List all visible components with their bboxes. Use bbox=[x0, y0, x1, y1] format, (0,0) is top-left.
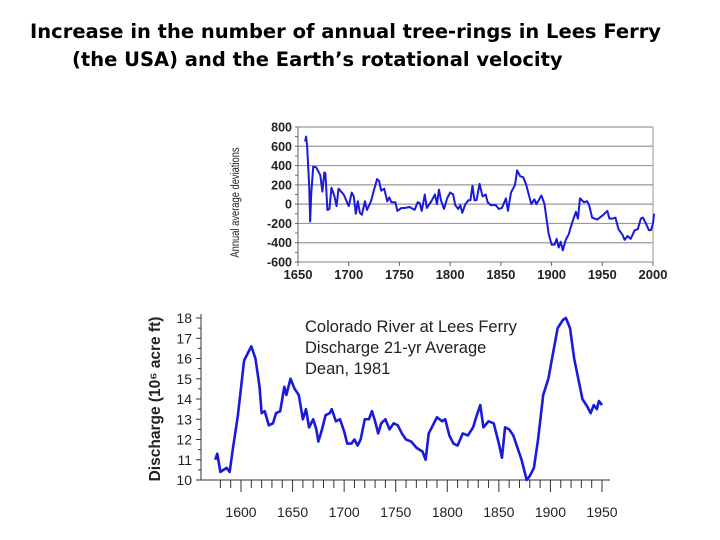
annotation-line: Discharge 21-yr Average bbox=[305, 339, 486, 357]
y-axis-label: Annual average deviations bbox=[229, 147, 242, 257]
x-tick-label: 1850 bbox=[486, 267, 515, 282]
y-tick-label: 800 bbox=[271, 121, 292, 135]
x-tick-label: 1950 bbox=[586, 504, 617, 520]
discharge-chart: 18 17 16 15 14 13 12 11 10 1600 1650 1700 1750 1800 18… bbox=[147, 310, 618, 520]
y-tick-label: 600 bbox=[271, 140, 292, 154]
y-tick-label: -200 bbox=[267, 217, 292, 231]
y-tick-label: 10 bbox=[176, 472, 192, 488]
y-tick-label: 0 bbox=[285, 198, 292, 212]
annotation-line: Colorado River at Lees Ferry bbox=[305, 318, 518, 336]
y-tick-label: 400 bbox=[271, 159, 292, 173]
x-tick-label: 1600 bbox=[225, 504, 256, 520]
y-tick-label: 13 bbox=[176, 411, 192, 427]
y-tick-label: 14 bbox=[176, 391, 192, 407]
y-tick-label: -600 bbox=[267, 256, 292, 270]
y-tick-label: 15 bbox=[176, 371, 192, 387]
y-tick-label: 200 bbox=[271, 178, 292, 192]
y-tick-label: 17 bbox=[176, 330, 192, 346]
x-tick-label: 1900 bbox=[535, 504, 566, 520]
title-line-1: Increase in the number of annual tree-ri… bbox=[30, 20, 662, 43]
x-tick-label: 1750 bbox=[380, 504, 411, 520]
annotation-line: Dean, 1981 bbox=[305, 360, 390, 378]
x-tick-label: 1900 bbox=[537, 267, 566, 282]
y-tick-label: -400 bbox=[267, 236, 292, 250]
y-axis-label: Discharge (10⁶ acre ft) bbox=[147, 317, 164, 482]
x-tick-label: 1700 bbox=[329, 504, 360, 520]
title-line-2: (the USA) and the Earth’s rotational vel… bbox=[72, 48, 563, 71]
y-tick-label: 18 bbox=[176, 310, 192, 326]
x-tick-label: 1800 bbox=[436, 267, 465, 282]
y-tick-label: 16 bbox=[176, 351, 192, 367]
x-tick-label: 1750 bbox=[385, 267, 414, 282]
y-tick-label: 12 bbox=[176, 432, 192, 448]
x-tick-label: 1650 bbox=[277, 504, 308, 520]
x-tick-label: 1850 bbox=[483, 504, 514, 520]
x-tick-label: 1800 bbox=[432, 504, 463, 520]
deviation-series-line bbox=[304, 135, 656, 252]
x-tick-label: 2000 bbox=[639, 267, 668, 282]
y-tick-label: 11 bbox=[177, 452, 192, 468]
x-tick-label: 1650 bbox=[284, 267, 313, 282]
discharge-series-line bbox=[213, 316, 604, 482]
x-tick-label: 1950 bbox=[588, 267, 617, 282]
x-tick-label: 1700 bbox=[334, 267, 363, 282]
